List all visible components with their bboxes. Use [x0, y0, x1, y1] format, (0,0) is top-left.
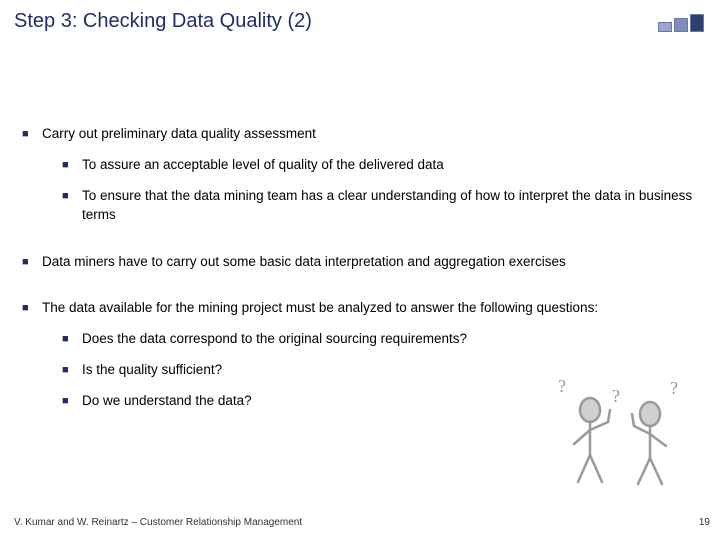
- question-mark-icon: ?: [670, 378, 678, 399]
- bullet-1: ■ Carry out preliminary data quality ass…: [22, 125, 698, 144]
- bullet-text: Does the data correspond to the original…: [82, 330, 698, 349]
- slide-title: Step 3: Checking Data Quality (2): [14, 10, 312, 33]
- bullet-marker-icon: ■: [62, 156, 82, 173]
- bullet-marker-icon: ■: [62, 392, 82, 409]
- bullet-marker-icon: ■: [22, 299, 42, 316]
- bullet-text: To assure an acceptable level of quality…: [82, 156, 698, 175]
- bullet-1b: ■ To ensure that the data mining team ha…: [62, 187, 698, 225]
- bullet-text: The data available for the mining projec…: [42, 299, 698, 318]
- logo-bars: [658, 14, 704, 32]
- slide-content: ■ Carry out preliminary data quality ass…: [22, 125, 698, 423]
- logo-bar-1: [658, 22, 672, 32]
- confused-figures-illustration: ? ? ?: [552, 380, 692, 490]
- footer-citation: V. Kumar and W. Reinartz – Customer Rela…: [14, 517, 302, 528]
- bullet-text: Carry out preliminary data quality asses…: [42, 125, 698, 144]
- bullet-3a: ■ Does the data correspond to the origin…: [62, 330, 698, 349]
- bullet-1a: ■ To assure an acceptable level of quali…: [62, 156, 698, 175]
- question-mark-icon: ?: [612, 386, 620, 407]
- bullet-marker-icon: ■: [22, 253, 42, 270]
- bullet-text: Is the quality sufficient?: [82, 361, 698, 380]
- bullet-marker-icon: ■: [62, 361, 82, 378]
- logo-bar-3: [690, 14, 704, 32]
- logo-bar-2: [674, 18, 688, 32]
- bullet-marker-icon: ■: [62, 330, 82, 347]
- bullet-3: ■ The data available for the mining proj…: [22, 299, 698, 318]
- question-mark-icon: ?: [558, 376, 566, 397]
- bullet-3b: ■ Is the quality sufficient?: [62, 361, 698, 380]
- bullet-marker-icon: ■: [62, 187, 82, 204]
- bullet-text: To ensure that the data mining team has …: [82, 187, 698, 225]
- bullet-2: ■ Data miners have to carry out some bas…: [22, 253, 698, 272]
- bullet-marker-icon: ■: [22, 125, 42, 142]
- page-number: 19: [699, 517, 710, 528]
- bullet-text: Data miners have to carry out some basic…: [42, 253, 698, 272]
